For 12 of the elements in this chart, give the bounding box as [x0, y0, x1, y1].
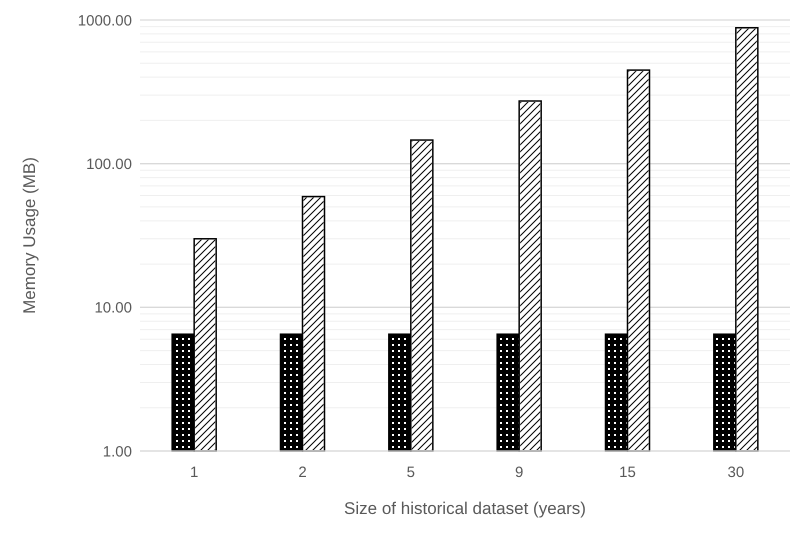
x-tick-label: 2 [298, 464, 307, 481]
y-axis-title: Memory Usage (MB) [20, 157, 39, 314]
y-tick-label: 10.00 [94, 300, 132, 317]
y-tick-label: 100.00 [86, 156, 132, 173]
y-tick-label: 1000.00 [78, 12, 132, 30]
x-tick-label: 5 [406, 464, 416, 481]
x-tick-label: 15 [619, 464, 636, 481]
x-tick-label: 1 [190, 464, 198, 481]
x-axis-title: Size of historical dataset (years) [344, 499, 586, 518]
x-tick-label: 30 [727, 464, 744, 481]
y-tick-label: 1.00 [102, 443, 132, 460]
x-tick-label: 9 [514, 464, 524, 481]
